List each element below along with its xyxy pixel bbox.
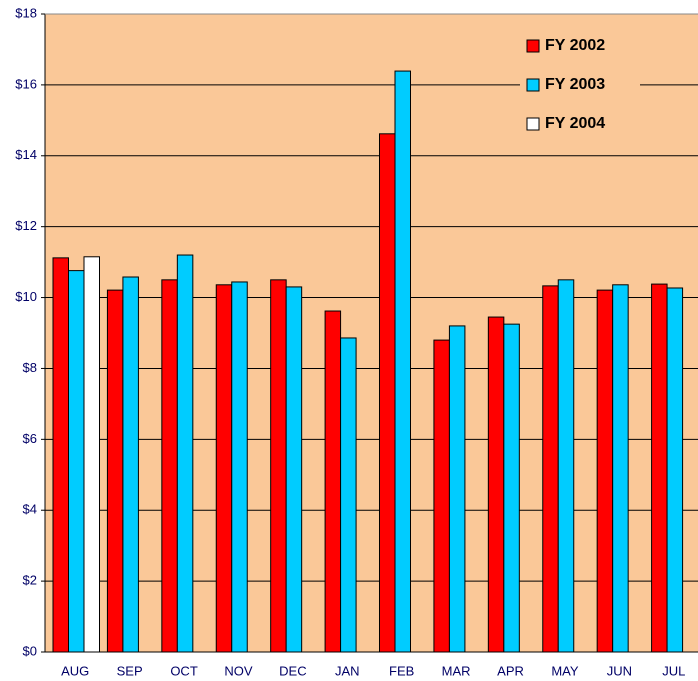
y-tick-label: $2 bbox=[23, 573, 37, 588]
y-tick-label: $12 bbox=[15, 218, 37, 233]
legend-label: FY 2003 bbox=[545, 76, 605, 93]
legend-box bbox=[520, 28, 640, 140]
y-tick-label: $6 bbox=[23, 431, 37, 446]
legend-label: FY 2004 bbox=[545, 115, 605, 132]
bar bbox=[270, 279, 287, 653]
bar bbox=[487, 316, 505, 653]
x-tick-label: OCT bbox=[170, 663, 198, 678]
bar bbox=[83, 256, 100, 653]
bar bbox=[542, 285, 559, 653]
bar bbox=[52, 257, 69, 653]
legend-swatch bbox=[526, 39, 540, 53]
x-tick-label: DEC bbox=[279, 663, 306, 678]
bar bbox=[503, 323, 520, 653]
x-tick-label: JAN bbox=[335, 663, 360, 678]
y-tick-label: $8 bbox=[23, 360, 37, 375]
x-tick-label: NOV bbox=[224, 663, 253, 678]
bar bbox=[231, 281, 248, 653]
bar bbox=[161, 279, 178, 653]
bar bbox=[433, 339, 450, 653]
legend-label: FY 2002 bbox=[545, 37, 605, 54]
bar bbox=[596, 289, 614, 653]
bar bbox=[557, 279, 575, 653]
bar bbox=[448, 325, 466, 653]
bar bbox=[651, 283, 668, 653]
bar bbox=[285, 286, 303, 653]
legend-swatch bbox=[526, 78, 540, 92]
bar bbox=[340, 337, 357, 653]
y-tick-label: $4 bbox=[23, 502, 37, 517]
bar bbox=[379, 133, 396, 653]
x-tick-label: MAR bbox=[442, 663, 471, 678]
bar bbox=[215, 284, 233, 653]
bar bbox=[106, 289, 124, 653]
bar bbox=[394, 70, 411, 653]
bar bbox=[176, 254, 194, 653]
y-tick-label: $14 bbox=[15, 147, 37, 162]
x-tick-label: APR bbox=[497, 663, 524, 678]
y-tick-label: $0 bbox=[23, 643, 37, 658]
bar bbox=[68, 270, 85, 653]
x-tick-label: JUN bbox=[607, 663, 632, 678]
bar bbox=[666, 287, 684, 653]
legend-swatch bbox=[526, 117, 540, 131]
y-tick-label: $18 bbox=[15, 5, 37, 20]
x-tick-label: AUG bbox=[61, 663, 89, 678]
x-tick-label: MAY bbox=[551, 663, 579, 678]
x-tick-label: SEP bbox=[117, 663, 143, 678]
bar bbox=[324, 310, 342, 653]
x-tick-label: JUL bbox=[662, 663, 685, 678]
bar bbox=[612, 284, 629, 653]
y-tick-label: $16 bbox=[15, 76, 37, 91]
x-tick-label: FEB bbox=[389, 663, 414, 678]
bar bbox=[122, 276, 139, 653]
y-tick-label: $10 bbox=[15, 289, 37, 304]
